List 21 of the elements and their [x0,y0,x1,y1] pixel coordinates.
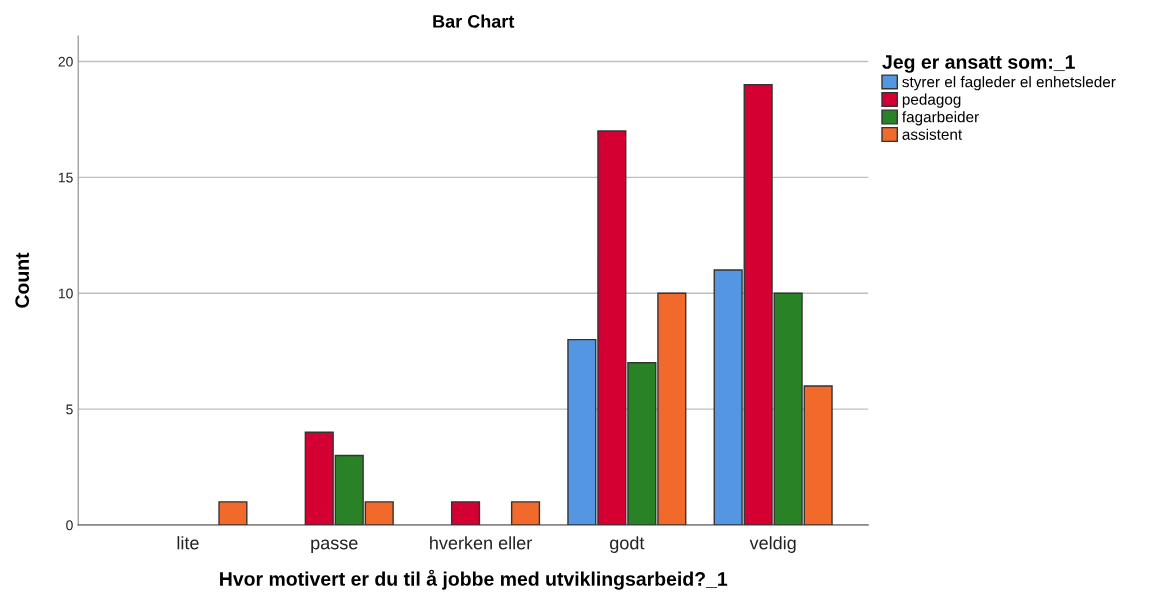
bar [450,501,481,526]
x-tick-label: passe [311,539,358,553]
x-axis-title: Hvor motivert er du til å jobbe med utviklingsarbeid?_1 [220,569,728,590]
x-tick-label: lite [177,536,199,550]
bar [218,501,248,526]
x-tick-label: godt [610,536,645,553]
y-tick-label: 20 [58,56,73,67]
legend-label: styrer el fagleder el enhetsleder [902,76,1116,91]
x-tick-label: hverken eller [430,536,532,550]
legend-label: pedagog [902,93,961,108]
chart-title: Bar Chart [433,14,515,28]
legend-label: assistent [902,128,963,140]
y-axis-title: Count [15,252,30,308]
y-tick-label: 5 [66,404,73,415]
y-tick-label: 10 [58,288,73,299]
x-tick-label: veldig [749,536,796,553]
legend-title: Jeg er ansatt som:_1 [882,55,1075,73]
legend-label: fagarbeider [902,111,979,126]
y-tick-label: 0 [66,520,73,531]
y-tick-label: 15 [58,172,73,183]
bar [510,501,541,526]
